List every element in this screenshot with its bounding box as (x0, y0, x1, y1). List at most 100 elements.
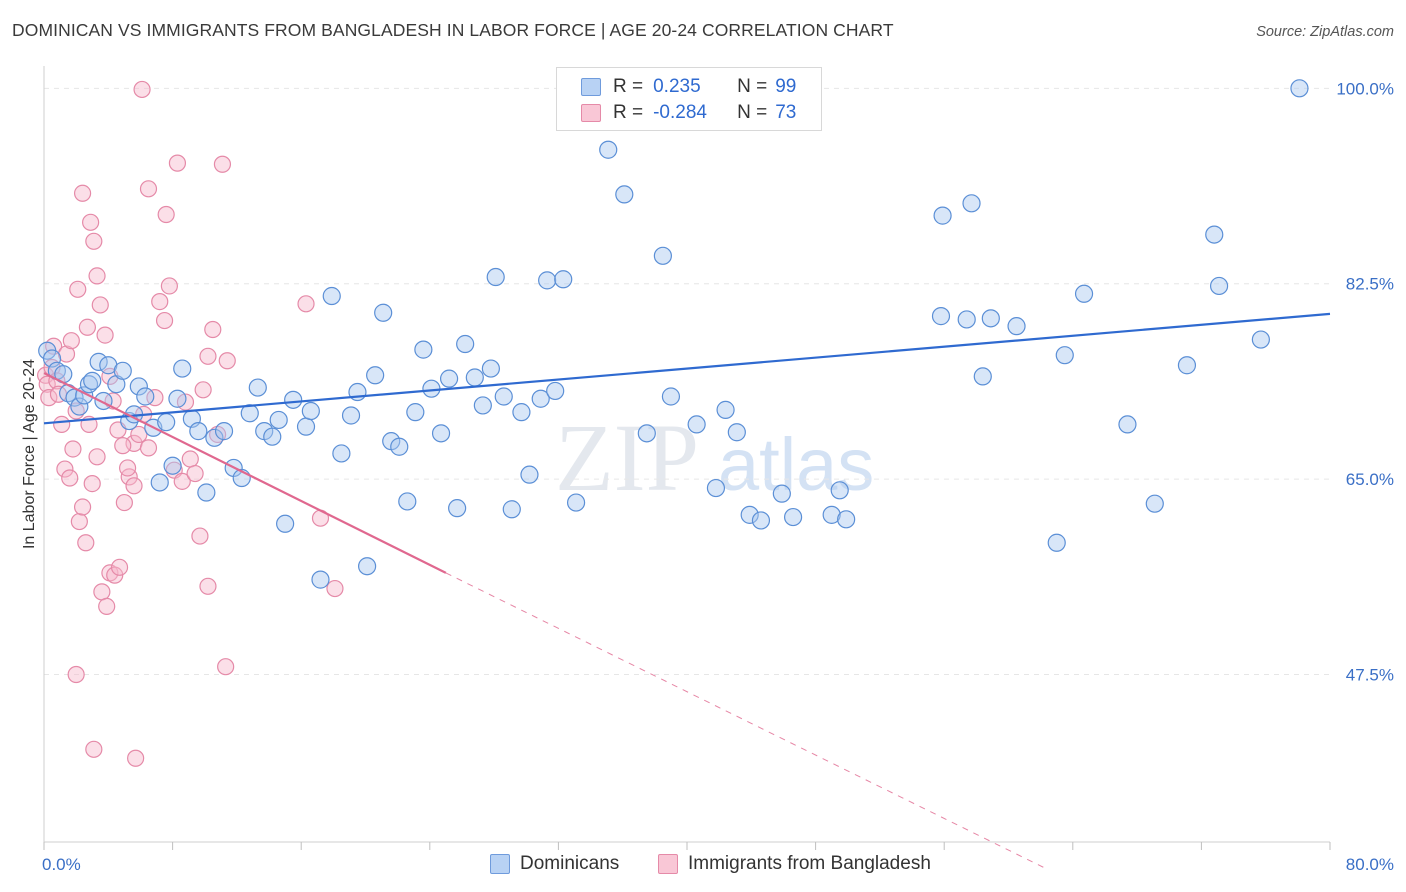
bangladesh-point (127, 749, 145, 767)
bangladesh-point (133, 80, 151, 99)
bangladesh-trend-line (43, 372, 447, 574)
bangladesh-point (157, 205, 175, 224)
dominican-point (341, 406, 361, 425)
dominican-point (322, 286, 341, 306)
source-label: Source: ZipAtlas.com (1256, 24, 1394, 40)
dominican-points (38, 79, 1309, 589)
bangladesh-point (218, 352, 236, 370)
dominican-point (716, 400, 735, 419)
dominican-point (70, 397, 89, 416)
bangladesh-points (37, 80, 344, 767)
bangladesh-point (85, 232, 103, 250)
dominican-point (296, 417, 316, 436)
dominican-point (615, 185, 634, 204)
x-tick-label: 80.0% (1346, 855, 1394, 874)
bangladesh-point (56, 460, 74, 478)
bangladesh-point (88, 448, 106, 466)
dominican-point (1177, 356, 1197, 375)
dominican-point (113, 361, 132, 380)
bangladesh-point (146, 389, 164, 407)
dominican-point (83, 371, 102, 390)
bangladesh-point (173, 472, 191, 490)
tick-labels: 47.5% 65.0% 82.5% 100.0% 0.0% 80.0% In Labor F… (21, 79, 1394, 874)
bangladesh-point (194, 381, 212, 399)
bangladesh-point (297, 295, 315, 313)
dominican-point (502, 500, 521, 519)
bangladesh-point (130, 425, 148, 444)
dominican-point (311, 570, 330, 589)
dominican-point (269, 410, 288, 430)
dominican-point (157, 413, 176, 432)
grid (44, 87, 1330, 676)
bangladesh-point (38, 375, 56, 393)
dominican-point (981, 309, 1000, 328)
dominican-point (431, 424, 451, 443)
dominican-point (554, 270, 573, 289)
chart-title: DOMINICAN VS IMMIGRANTS FROM BANGLADESH … (12, 20, 894, 40)
dominican-point (822, 505, 841, 524)
bottom-legend-dominicans: Dominicans (490, 851, 619, 877)
dominican-point (783, 507, 803, 527)
dominican-point (962, 194, 981, 213)
dominican-point (422, 379, 441, 398)
dominican-point (1118, 415, 1137, 434)
y-axis-title: In Labor Force | Age 20-24 (21, 359, 38, 549)
bangladesh-point (139, 180, 158, 198)
bangladesh-point (139, 439, 158, 457)
dominican-point (173, 359, 192, 378)
dominican-point (197, 483, 216, 502)
legend-row-dominicans: R = 0.235 N = 99 (581, 74, 796, 100)
bangladesh-point (160, 277, 178, 295)
dominican-point (465, 368, 484, 387)
dominican-point (284, 390, 303, 409)
bangladesh-point (155, 311, 174, 330)
dominican-point (727, 423, 746, 442)
dominican-point (358, 557, 377, 576)
bangladesh-point (110, 558, 129, 576)
dominican-point (494, 387, 513, 406)
dominican-point (486, 267, 505, 287)
dominican-point (957, 310, 976, 329)
dominican-point (772, 484, 791, 503)
bangladesh-point (77, 534, 95, 552)
legend-r-label: R = (613, 102, 644, 123)
dominican-point (740, 505, 759, 524)
bangladesh-point (82, 213, 100, 231)
dominican-point (751, 511, 771, 530)
y-tick-label: 100.0% (1336, 79, 1394, 98)
legend-r-value: -0.284 (653, 102, 707, 123)
dominican-point (512, 403, 531, 422)
dominican-point (706, 478, 726, 498)
dominican-point (1007, 317, 1026, 336)
dominican-point (374, 303, 393, 322)
dominican-point (150, 473, 169, 492)
dominican-point (439, 369, 459, 388)
dominican-point (163, 456, 182, 475)
bangladesh-point (326, 579, 344, 598)
bangladesh-point (115, 493, 133, 512)
bangladesh-point (204, 320, 222, 339)
bottom-legend-bangladesh: Immigrants from Bangladesh (658, 851, 931, 877)
legend-n-label: N = (737, 102, 768, 123)
dominican-point (276, 514, 295, 533)
dominican-point (1145, 494, 1164, 513)
dominican-point (538, 271, 557, 290)
bangladesh-point (199, 347, 217, 365)
dominican-point (973, 367, 992, 386)
dominican-point (566, 493, 586, 512)
dominican-point (473, 396, 492, 415)
bangladesh-point (64, 440, 82, 458)
dominican-point (1074, 284, 1094, 303)
dominican-point (546, 381, 565, 401)
dominican-point (687, 415, 706, 434)
dominican-point (414, 340, 433, 359)
dominican-point (168, 389, 187, 408)
bangladesh-point (151, 292, 169, 311)
dominican-point (390, 437, 409, 456)
bangladesh-point (83, 474, 101, 493)
bangladesh-point (191, 527, 209, 545)
dominican-point (653, 246, 672, 265)
bangladesh-point (69, 280, 87, 298)
axes (43, 66, 1331, 850)
